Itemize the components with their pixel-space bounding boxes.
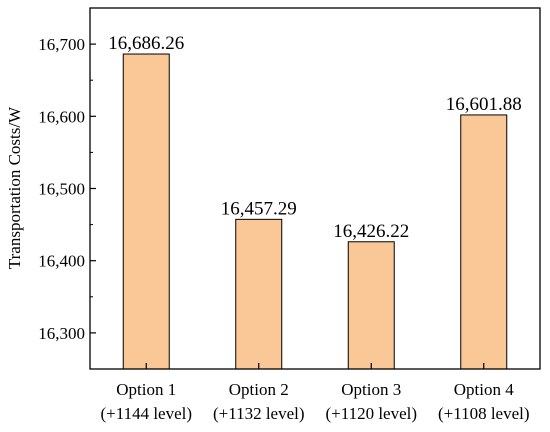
y-tick-label: 16,300 [38, 324, 85, 343]
x-tick-sublabel: (+1120 level) [325, 404, 417, 423]
bar [460, 114, 508, 370]
data-label: 16,457.29 [221, 198, 297, 219]
bar [347, 241, 395, 370]
data-label: 16,686.26 [108, 33, 184, 54]
plot-area: 16,300 16,400 16,500 16,600 16,700 16,686.26 O… [38, 7, 530, 423]
y-axis-title-group: Transportation Costs/W [5, 106, 24, 269]
data-label: 16,601.88 [446, 94, 522, 115]
x-tick-sublabel: (+1144 level) [100, 404, 192, 423]
x-tick-label: Option 2 [229, 380, 289, 399]
y-tick-label: 16,500 [38, 180, 85, 199]
x-tick-label: Option 1 [116, 380, 176, 399]
y-tick-label: 16,700 [38, 35, 85, 54]
plot-frame [89, 7, 541, 370]
x-tick-sublabel: (+1132 level) [213, 404, 305, 423]
x-tick-label: Option 3 [341, 380, 401, 399]
y-tick-label: 16,400 [38, 252, 85, 271]
x-tick-sublabel: (+1108 level) [438, 404, 530, 423]
y-axis-title: Transportation Costs/W [5, 106, 24, 269]
y-tick-label: 16,600 [38, 107, 85, 126]
bar [235, 218, 283, 370]
data-label: 16,426.22 [333, 221, 409, 242]
x-tick-label: Option 4 [454, 380, 514, 399]
bar [122, 53, 170, 370]
